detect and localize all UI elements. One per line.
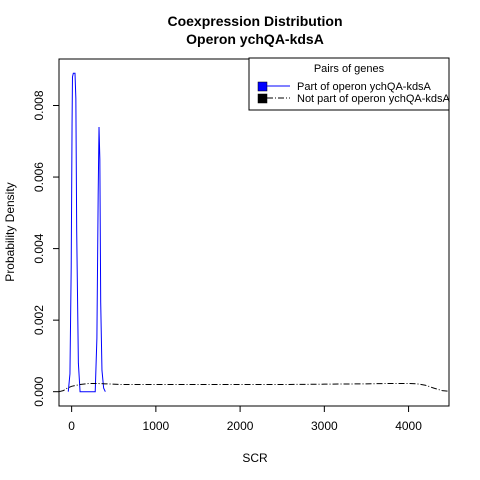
chart-subtitle: Operon ychQA-kdsA: [186, 31, 324, 47]
x-axis: 0 1000 2000 3000 4000: [68, 406, 422, 433]
legend: Pairs of genes Part of operon ychQA-kdsA…: [248, 57, 451, 111]
y-tick-label: 0.004: [32, 233, 46, 263]
series-line-1: [58, 382, 450, 393]
x-tick-label: 2000: [227, 419, 254, 433]
x-axis-label: SCR: [242, 451, 268, 465]
y-axis: 0.000 0.002 0.004 0.006 0.008: [32, 90, 59, 407]
legend-swatch: [257, 81, 268, 92]
y-tick-label: 0.006: [32, 162, 46, 192]
x-tick-label: 0: [68, 419, 75, 433]
plot-frame: [58, 58, 450, 407]
legend-label: Part of operon ychQA-kdsA: [297, 81, 432, 93]
chart-title: Coexpression Distribution: [167, 13, 342, 29]
plot-area: [58, 58, 450, 407]
legend-box: [248, 57, 450, 111]
y-tick-label: 0.002: [32, 305, 46, 335]
legend-label: Not part of operon ychQA-kdsA: [297, 93, 451, 105]
legend-title: Pairs of genes: [314, 63, 385, 75]
x-tick-label: 3000: [311, 419, 338, 433]
y-tick-label: 0.000: [32, 376, 46, 406]
x-tick-label: 1000: [143, 419, 170, 433]
x-tick-label: 4000: [395, 419, 422, 433]
series-group: [58, 72, 450, 393]
y-tick-label: 0.008: [32, 90, 46, 120]
y-axis-label: Probability Density: [3, 182, 17, 281]
series-line-0: [67, 72, 106, 393]
legend-swatch: [257, 93, 268, 104]
